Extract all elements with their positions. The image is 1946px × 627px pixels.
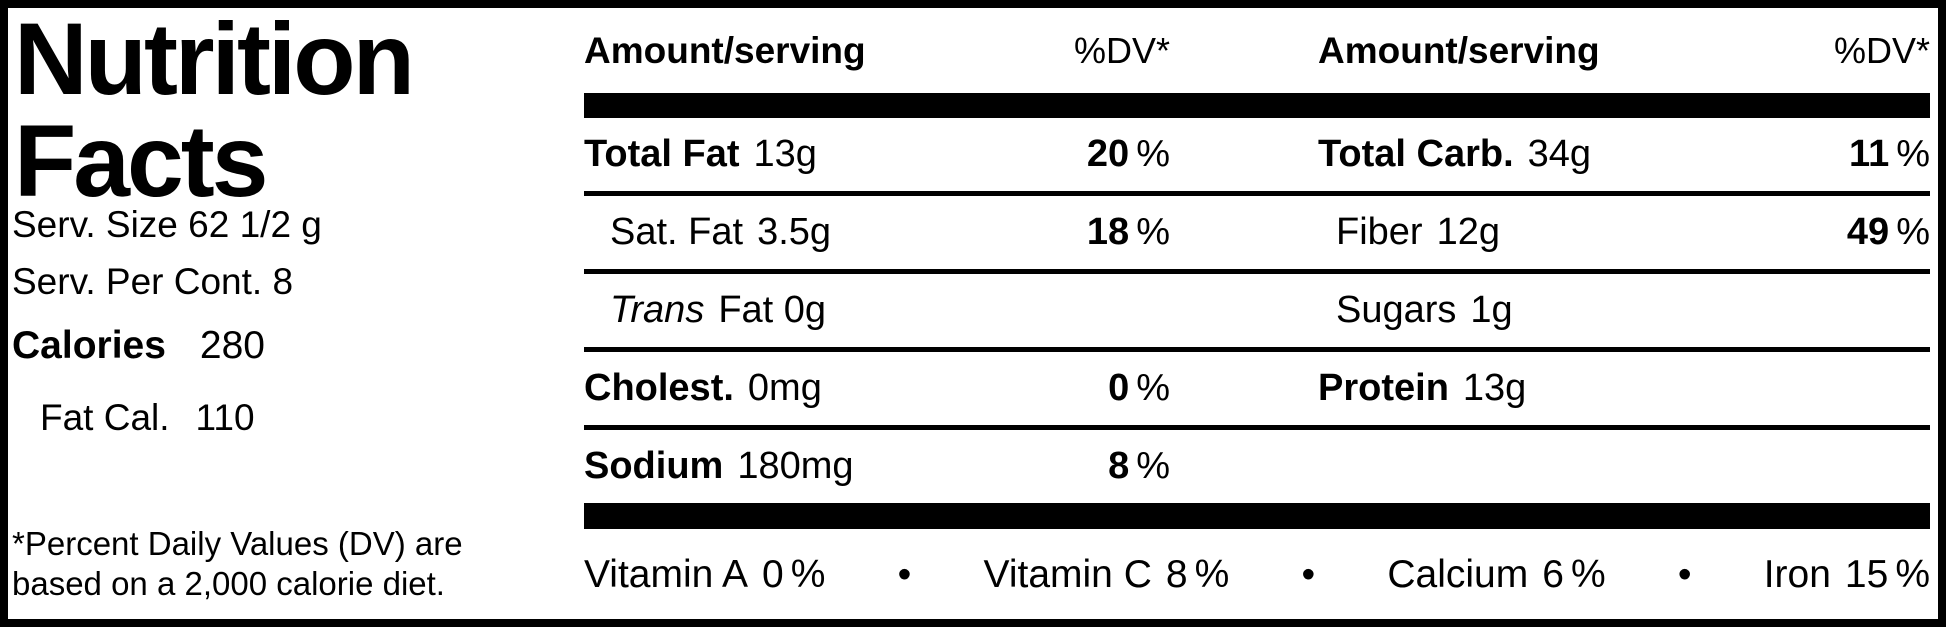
calories-row: Calories 280 <box>12 324 265 368</box>
calories-value: 280 <box>199 324 265 367</box>
vitamin-a-label: Vitamin A <box>584 552 749 596</box>
total-fat-cell: Total Fat 13g <box>584 133 982 176</box>
fiber-dv: 49% <box>1692 211 1930 254</box>
calcium-label: Calcium <box>1387 552 1529 596</box>
servings-per-container: Serv. Per Cont. 8 <box>12 261 294 302</box>
total-carb-dv: 11% <box>1692 133 1930 176</box>
footnote-line-2: based on a 2,000 calorie diet. <box>12 565 445 602</box>
fat-calories-label: Fat Cal. <box>40 397 170 438</box>
nutrient-row-total-fat: Total Fat 13g 20% Total Carb. 34g 11% <box>584 118 1930 196</box>
percent-sign: % <box>1570 552 1606 596</box>
sat-fat-dv: 18% <box>982 211 1170 254</box>
header-amount-left: Amount/serving <box>584 29 866 71</box>
cholesterol-label: Cholest. <box>584 367 734 409</box>
fiber-dv-value: 49 <box>1846 211 1890 253</box>
sugars-amount: 1g <box>1470 289 1513 331</box>
trans-fat-label: Trans <box>610 289 705 331</box>
sodium-cell: Sodium 180mg <box>584 445 982 488</box>
total-fat-dv-value: 20 <box>1086 133 1130 175</box>
vitamins-row: Vitamin A 0% • Vitamin C 8% • Calcium 6% • … <box>584 529 1930 619</box>
iron-label: Iron <box>1763 552 1831 596</box>
protein-cell: Protein 13g <box>1310 367 1692 410</box>
total-fat-amount: 13g <box>753 133 817 175</box>
footnote: *Percent Daily Values (DV) are based on … <box>12 524 463 604</box>
sodium-amount: 180mg <box>737 445 854 487</box>
fat-calories-value: 110 <box>195 397 255 438</box>
header-dv-left: %DV* <box>1073 29 1170 71</box>
table-header-row: Amount/serving %DV* Amount/serving %DV* <box>584 8 1930 93</box>
left-panel: Nutrition Facts Serv. Size 62 1/2 g Serv… <box>12 8 502 619</box>
calories-label: Calories <box>12 324 166 367</box>
calcium-item: Calcium 6% <box>1387 553 1605 597</box>
calcium-value: 6 <box>1542 552 1564 596</box>
total-fat-label: Total Fat <box>584 133 740 175</box>
vitamin-c-item: Vitamin C 8% <box>984 553 1230 597</box>
percent-sign: % <box>1136 133 1170 175</box>
bullet-separator: • <box>897 552 912 596</box>
fiber-amount: 12g <box>1436 211 1500 253</box>
header-amount-right: Amount/serving <box>1318 29 1600 71</box>
percent-sign: % <box>1194 552 1230 596</box>
fat-calories-row: Fat Cal. 110 <box>40 396 255 440</box>
nutrient-row-sodium: Sodium 180mg 8% <box>584 430 1930 503</box>
sat-fat-cell: Sat. Fat 3.5g <box>584 211 982 254</box>
nutrient-table: Amount/serving %DV* Amount/serving %DV* … <box>584 8 1930 619</box>
trans-fat-cell: Trans Fat 0g <box>584 289 982 332</box>
sodium-label: Sodium <box>584 445 724 487</box>
separator-bar-bottom <box>584 503 1930 529</box>
vitamin-c-label: Vitamin C <box>983 552 1152 596</box>
sat-fat-label: Sat. Fat <box>610 211 744 253</box>
title-line-1: Nutrition <box>14 2 415 116</box>
fiber-cell: Fiber 12g <box>1310 211 1692 254</box>
bullet-separator: • <box>1301 552 1316 596</box>
total-carb-amount: 34g <box>1527 133 1592 175</box>
protein-amount: 13g <box>1462 367 1527 409</box>
sat-fat-dv-value: 18 <box>1086 211 1130 253</box>
sugars-label: Sugars <box>1336 289 1457 331</box>
nutrient-row-sat-fat: Sat. Fat 3.5g 18% Fiber 12g 49% <box>584 196 1930 274</box>
trans-fat-amount: Fat 0g <box>718 289 827 331</box>
title-line-2: Facts <box>14 104 268 218</box>
percent-sign: % <box>790 552 826 596</box>
nutrient-row-cholesterol: Cholest. 0mg 0% Protein 13g <box>584 352 1930 430</box>
iron-value: 15 <box>1844 552 1889 596</box>
header-dv-right: %DV* <box>1833 29 1930 71</box>
percent-sign: % <box>1136 211 1170 253</box>
cholesterol-dv: 0% <box>982 367 1170 410</box>
nutrient-row-trans-fat: Trans Fat 0g Sugars 1g <box>584 274 1930 352</box>
sodium-dv-value: 8 <box>1108 445 1130 487</box>
fiber-label: Fiber <box>1336 211 1423 253</box>
vitamin-a-value: 0 <box>762 552 784 596</box>
serving-size: Serv. Size 62 1/2 g <box>12 204 322 245</box>
bullet-separator: • <box>1677 552 1692 596</box>
sodium-dv: 8% <box>982 445 1170 488</box>
total-carb-label: Total Carb. <box>1318 133 1514 175</box>
percent-sign: % <box>1896 211 1930 253</box>
sugars-cell: Sugars 1g <box>1310 289 1692 332</box>
vitamin-a-item: Vitamin A 0% <box>584 553 825 597</box>
cholesterol-cell: Cholest. 0mg <box>584 367 982 410</box>
percent-sign: % <box>1896 133 1930 175</box>
total-fat-dv: 20% <box>982 133 1170 176</box>
percent-sign: % <box>1895 552 1930 596</box>
total-carb-dv-value: 11 <box>1849 133 1890 175</box>
cholesterol-amount: 0mg <box>747 367 822 409</box>
cholesterol-dv-value: 0 <box>1108 367 1130 409</box>
percent-sign: % <box>1136 367 1170 409</box>
percent-sign: % <box>1136 445 1170 487</box>
sat-fat-amount: 3.5g <box>757 211 832 253</box>
separator-bar-top <box>584 93 1930 118</box>
total-carb-cell: Total Carb. 34g <box>1310 133 1692 176</box>
iron-item: Iron 15% <box>1764 553 1930 597</box>
protein-label: Protein <box>1318 367 1449 409</box>
vitamin-c-value: 8 <box>1165 552 1188 596</box>
footnote-line-1: *Percent Daily Values (DV) are <box>12 525 463 562</box>
title: Nutrition Facts <box>14 2 415 218</box>
